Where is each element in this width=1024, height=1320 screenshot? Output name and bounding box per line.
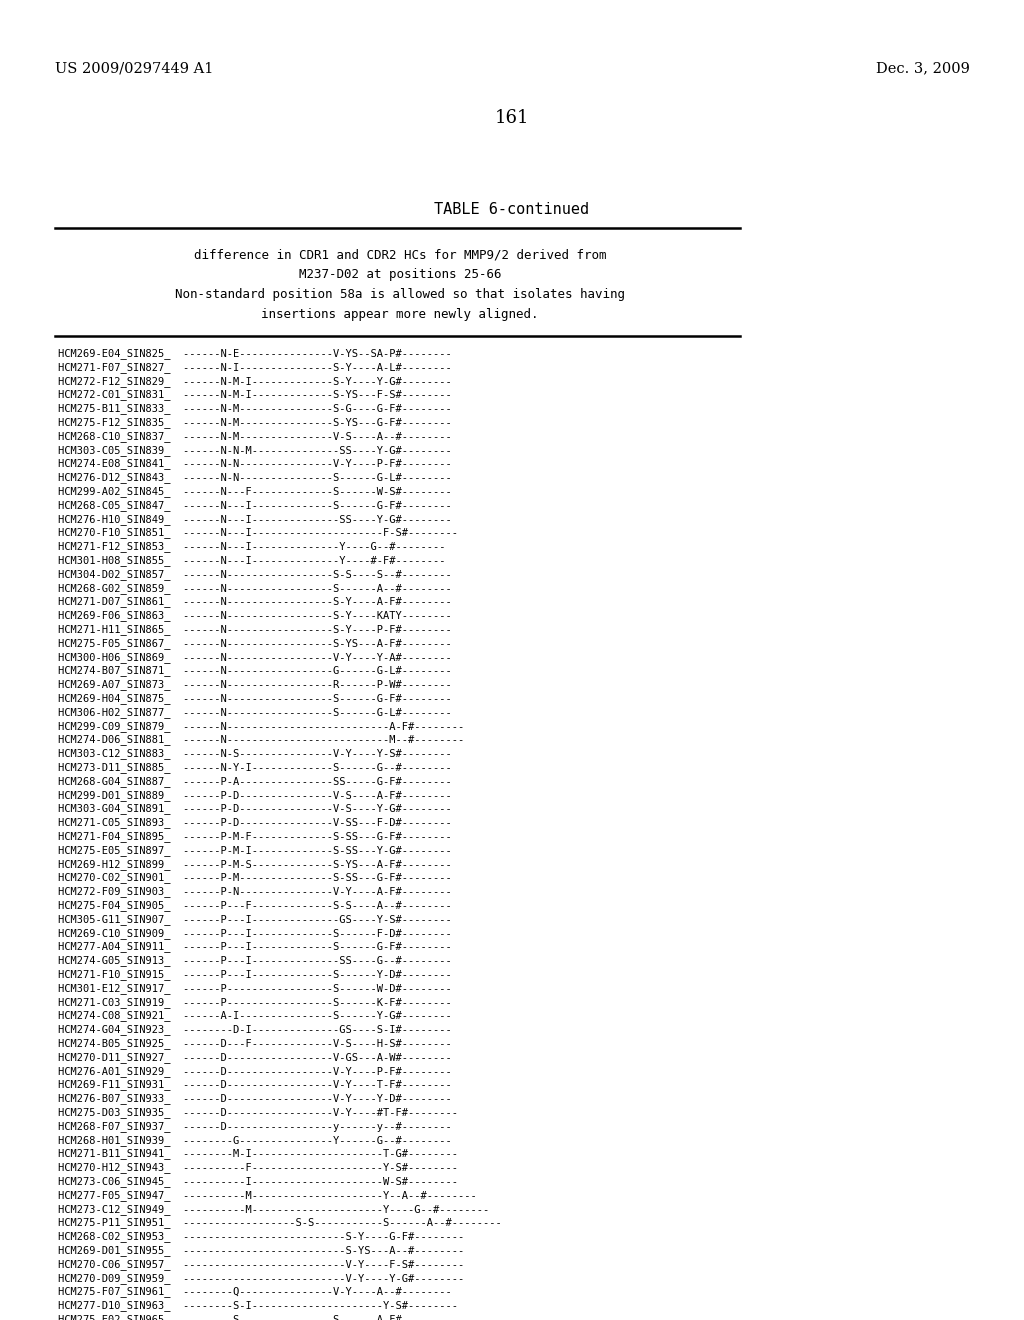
- Text: HCM276-D12_SIN843_  ------N-N---------------S------G-L#--------: HCM276-D12_SIN843_ ------N-N------------…: [58, 473, 452, 483]
- Text: HCM274-C08_SIN921_  ------A-I---------------S------Y-G#--------: HCM274-C08_SIN921_ ------A-I------------…: [58, 1010, 452, 1022]
- Text: HCM269-F11_SIN931_  ------D-----------------V-Y----T-F#--------: HCM269-F11_SIN931_ ------D--------------…: [58, 1080, 452, 1090]
- Text: HCM269-F06_SIN863_  ------N-----------------S-Y----KATY--------: HCM269-F06_SIN863_ ------N--------------…: [58, 610, 452, 622]
- Text: HCM276-H10_SIN849_  ------N---I--------------SS----Y-G#--------: HCM276-H10_SIN849_ ------N---I----------…: [58, 513, 452, 524]
- Text: HCM270-F10_SIN851_  ------N---I---------------------F-S#--------: HCM270-F10_SIN851_ ------N---I----------…: [58, 528, 458, 539]
- Text: HCM274-E08_SIN841_  ------N-N---------------V-Y----P-F#--------: HCM274-E08_SIN841_ ------N-N------------…: [58, 458, 452, 470]
- Text: Dec. 3, 2009: Dec. 3, 2009: [877, 61, 970, 75]
- Text: HCM277-F05_SIN947_  ----------M---------------------Y--A--#--------: HCM277-F05_SIN947_ ----------M----------…: [58, 1189, 477, 1201]
- Text: HCM275-E02_SIN965_  --------S---------------S------A-F#--------: HCM275-E02_SIN965_ --------S------------…: [58, 1313, 452, 1320]
- Text: HCM268-F07_SIN937_  ------D-----------------y------y--#--------: HCM268-F07_SIN937_ ------D--------------…: [58, 1121, 452, 1131]
- Text: HCM273-C06_SIN945_  ----------I---------------------W-S#--------: HCM273-C06_SIN945_ ----------I----------…: [58, 1176, 458, 1187]
- Text: HCM275-F12_SIN835_  ------N-M---------------S-YS---G-F#--------: HCM275-F12_SIN835_ ------N-M------------…: [58, 417, 452, 428]
- Text: HCM268-G04_SIN887_  ------P-A---------------SS-----G-F#--------: HCM268-G04_SIN887_ ------P-A------------…: [58, 776, 452, 787]
- Text: HCM300-H06_SIN869_  ------N-----------------V-Y----Y-A#--------: HCM300-H06_SIN869_ ------N--------------…: [58, 652, 452, 663]
- Text: HCM269-D01_SIN955_  --------------------------S-YS---A--#--------: HCM269-D01_SIN955_ ---------------------…: [58, 1245, 464, 1255]
- Text: HCM269-A07_SIN873_  ------N-----------------R------P-W#--------: HCM269-A07_SIN873_ ------N--------------…: [58, 680, 452, 690]
- Text: HCM274-D06_SIN881_  ------N--------------------------M--#--------: HCM274-D06_SIN881_ ------N--------------…: [58, 734, 464, 746]
- Text: HCM299-D01_SIN889_  ------P-D---------------V-S----A-F#--------: HCM299-D01_SIN889_ ------P-D------------…: [58, 789, 452, 800]
- Text: HCM272-C01_SIN831_  ------N-M-I-------------S-YS---F-S#--------: HCM272-C01_SIN831_ ------N-M-I----------…: [58, 389, 452, 400]
- Text: HCM301-E12_SIN917_  ------P-----------------S------W-D#--------: HCM301-E12_SIN917_ ------P--------------…: [58, 983, 452, 994]
- Text: HCM273-D11_SIN885_  ------N-Y-I-------------S------G--#--------: HCM273-D11_SIN885_ ------N-Y-I----------…: [58, 762, 452, 774]
- Text: HCM271-H11_SIN865_  ------N-----------------S-Y----P-F#--------: HCM271-H11_SIN865_ ------N--------------…: [58, 624, 452, 635]
- Text: difference in CDR1 and CDR2 HCs for MMP9/2 derived from: difference in CDR1 and CDR2 HCs for MMP9…: [194, 248, 606, 261]
- Text: HCM271-F07_SIN827_  ------N-I---------------S-Y----A-L#--------: HCM271-F07_SIN827_ ------N-I------------…: [58, 362, 452, 372]
- Text: HCM305-G11_SIN907_  ------P---I--------------GS----Y-S#--------: HCM305-G11_SIN907_ ------P---I----------…: [58, 913, 452, 925]
- Text: HCM275-E05_SIN897_  ------P-M-I-------------S-SS---Y-G#--------: HCM275-E05_SIN897_ ------P-M-I----------…: [58, 845, 452, 855]
- Text: HCM272-F12_SIN829_  ------N-M-I-------------S-Y----Y-G#--------: HCM272-F12_SIN829_ ------N-M-I----------…: [58, 376, 452, 387]
- Text: HCM271-D07_SIN861_  ------N-----------------S-Y----A-F#--------: HCM271-D07_SIN861_ ------N--------------…: [58, 597, 452, 607]
- Text: HCM271-F04_SIN895_  ------P-M-F-------------S-SS---G-F#--------: HCM271-F04_SIN895_ ------P-M-F----------…: [58, 832, 452, 842]
- Text: M237-D02 at positions 25-66: M237-D02 at positions 25-66: [299, 268, 502, 281]
- Text: 161: 161: [495, 110, 529, 127]
- Text: HCM268-G02_SIN859_  ------N-----------------S------A--#--------: HCM268-G02_SIN859_ ------N--------------…: [58, 582, 452, 594]
- Text: HCM277-D10_SIN963_  --------S-I---------------------Y-S#--------: HCM277-D10_SIN963_ --------S-I----------…: [58, 1300, 458, 1311]
- Text: HCM268-C10_SIN837_  ------N-M---------------V-S----A--#--------: HCM268-C10_SIN837_ ------N-M------------…: [58, 430, 452, 442]
- Text: HCM274-B07_SIN871_  ------N-----------------G------G-L#--------: HCM274-B07_SIN871_ ------N--------------…: [58, 665, 452, 676]
- Text: HCM274-B05_SIN925_  ------D---F-------------V-S----H-S#--------: HCM274-B05_SIN925_ ------D---F----------…: [58, 1038, 452, 1049]
- Text: US 2009/0297449 A1: US 2009/0297449 A1: [55, 61, 213, 75]
- Text: HCM271-C05_SIN893_  ------P-D---------------V-SS---F-D#--------: HCM271-C05_SIN893_ ------P-D------------…: [58, 817, 452, 828]
- Text: HCM270-D11_SIN927_  ------D-----------------V-GS---A-W#--------: HCM270-D11_SIN927_ ------D--------------…: [58, 1052, 452, 1063]
- Text: HCM275-D03_SIN935_  ------D-----------------V-Y----#T-F#--------: HCM275-D03_SIN935_ ------D--------------…: [58, 1107, 458, 1118]
- Text: HCM271-F10_SIN915_  ------P---I-------------S------Y-D#--------: HCM271-F10_SIN915_ ------P---I----------…: [58, 969, 452, 979]
- Text: HCM275-B11_SIN833_  ------N-M---------------S-G----G-F#--------: HCM275-B11_SIN833_ ------N-M------------…: [58, 403, 452, 414]
- Text: HCM274-G05_SIN913_  ------P---I--------------SS----G--#--------: HCM274-G05_SIN913_ ------P---I----------…: [58, 956, 452, 966]
- Text: HCM275-F05_SIN867_  ------N-----------------S-YS---A-F#--------: HCM275-F05_SIN867_ ------N--------------…: [58, 638, 452, 648]
- Text: HCM275-P11_SIN951_  ------------------S-S-----------S------A--#--------: HCM275-P11_SIN951_ ------------------S-S…: [58, 1217, 502, 1229]
- Text: HCM301-H08_SIN855_  ------N---I--------------Y----#-F#--------: HCM301-H08_SIN855_ ------N---I----------…: [58, 554, 445, 566]
- Text: HCM276-B07_SIN933_  ------D-----------------V-Y----Y-D#--------: HCM276-B07_SIN933_ ------D--------------…: [58, 1093, 452, 1104]
- Text: HCM269-E04_SIN825_  ------N-E---------------V-YS--SA-P#--------: HCM269-E04_SIN825_ ------N-E------------…: [58, 348, 452, 359]
- Text: HCM299-A02_SIN845_  ------N---F-------------S------W-S#--------: HCM299-A02_SIN845_ ------N---F----------…: [58, 486, 452, 496]
- Text: HCM268-C05_SIN847_  ------N---I-------------S------G-F#--------: HCM268-C05_SIN847_ ------N---I----------…: [58, 500, 452, 511]
- Text: HCM270-C02_SIN901_  ------P-M---------------S-SS---G-F#--------: HCM270-C02_SIN901_ ------P-M------------…: [58, 873, 452, 883]
- Text: HCM304-D02_SIN857_  ------N-----------------S-S----S--#--------: HCM304-D02_SIN857_ ------N--------------…: [58, 569, 452, 579]
- Text: HCM270-C06_SIN957_  --------------------------V-Y----F-S#--------: HCM270-C06_SIN957_ ---------------------…: [58, 1259, 464, 1270]
- Text: HCM272-F09_SIN903_  ------P-N---------------V-Y----A-F#--------: HCM272-F09_SIN903_ ------P-N------------…: [58, 886, 452, 898]
- Text: HCM303-C12_SIN883_  ------N-S---------------V-Y----Y-S#--------: HCM303-C12_SIN883_ ------N-S------------…: [58, 748, 452, 759]
- Text: HCM271-F12_SIN853_  ------N---I--------------Y----G--#--------: HCM271-F12_SIN853_ ------N---I----------…: [58, 541, 445, 552]
- Text: HCM268-H01_SIN939_  --------G---------------Y------G--#--------: HCM268-H01_SIN939_ --------G------------…: [58, 1135, 452, 1146]
- Text: HCM303-C05_SIN839_  ------N-N-M--------------SS----Y-G#--------: HCM303-C05_SIN839_ ------N-N-M----------…: [58, 445, 452, 455]
- Text: HCM269-H12_SIN899_  ------P-M-S-------------S-YS---A-F#--------: HCM269-H12_SIN899_ ------P-M-S----------…: [58, 858, 452, 870]
- Text: HCM277-A04_SIN911_  ------P---I-------------S------G-F#--------: HCM277-A04_SIN911_ ------P---I----------…: [58, 941, 452, 952]
- Text: HCM270-H12_SIN943_  ----------F---------------------Y-S#--------: HCM270-H12_SIN943_ ----------F----------…: [58, 1162, 458, 1173]
- Text: TABLE 6-continued: TABLE 6-continued: [434, 202, 590, 218]
- Text: HCM273-C12_SIN949_  ----------M---------------------Y----G--#--------: HCM273-C12_SIN949_ ----------M----------…: [58, 1204, 489, 1214]
- Text: HCM306-H02_SIN877_  ------N-----------------S------G-L#--------: HCM306-H02_SIN877_ ------N--------------…: [58, 706, 452, 718]
- Text: HCM271-C03_SIN919_  ------P-----------------S------K-F#--------: HCM271-C03_SIN919_ ------P--------------…: [58, 997, 452, 1007]
- Text: HCM269-H04_SIN875_  ------N-----------------S------G-F#--------: HCM269-H04_SIN875_ ------N--------------…: [58, 693, 452, 704]
- Text: HCM274-G04_SIN923_  --------D-I--------------GS----S-I#--------: HCM274-G04_SIN923_ --------D-I----------…: [58, 1024, 452, 1035]
- Text: HCM303-G04_SIN891_  ------P-D---------------V-S----Y-G#--------: HCM303-G04_SIN891_ ------P-D------------…: [58, 804, 452, 814]
- Text: Non-standard position 58a is allowed so that isolates having: Non-standard position 58a is allowed so …: [175, 288, 625, 301]
- Text: insertions appear more newly aligned.: insertions appear more newly aligned.: [261, 308, 539, 321]
- Text: HCM271-B11_SIN941_  --------M-I---------------------T-G#--------: HCM271-B11_SIN941_ --------M-I----------…: [58, 1148, 458, 1159]
- Text: HCM270-D09_SIN959_  --------------------------V-Y----Y-G#--------: HCM270-D09_SIN959_ ---------------------…: [58, 1272, 464, 1283]
- Text: HCM275-F04_SIN905_  ------P---F-------------S-S----A--#--------: HCM275-F04_SIN905_ ------P---F----------…: [58, 900, 452, 911]
- Text: HCM276-A01_SIN929_  ------D-----------------V-Y----P-F#--------: HCM276-A01_SIN929_ ------D--------------…: [58, 1065, 452, 1077]
- Text: HCM275-F07_SIN961_  --------Q---------------V-Y----A--#--------: HCM275-F07_SIN961_ --------Q------------…: [58, 1287, 452, 1298]
- Text: HCM299-C09_SIN879_  ------N--------------------------A-F#--------: HCM299-C09_SIN879_ ------N--------------…: [58, 721, 464, 731]
- Text: HCM269-C10_SIN909_  ------P---I-------------S------F-D#--------: HCM269-C10_SIN909_ ------P---I----------…: [58, 928, 452, 939]
- Text: HCM268-C02_SIN953_  --------------------------S-Y----G-F#--------: HCM268-C02_SIN953_ ---------------------…: [58, 1232, 464, 1242]
